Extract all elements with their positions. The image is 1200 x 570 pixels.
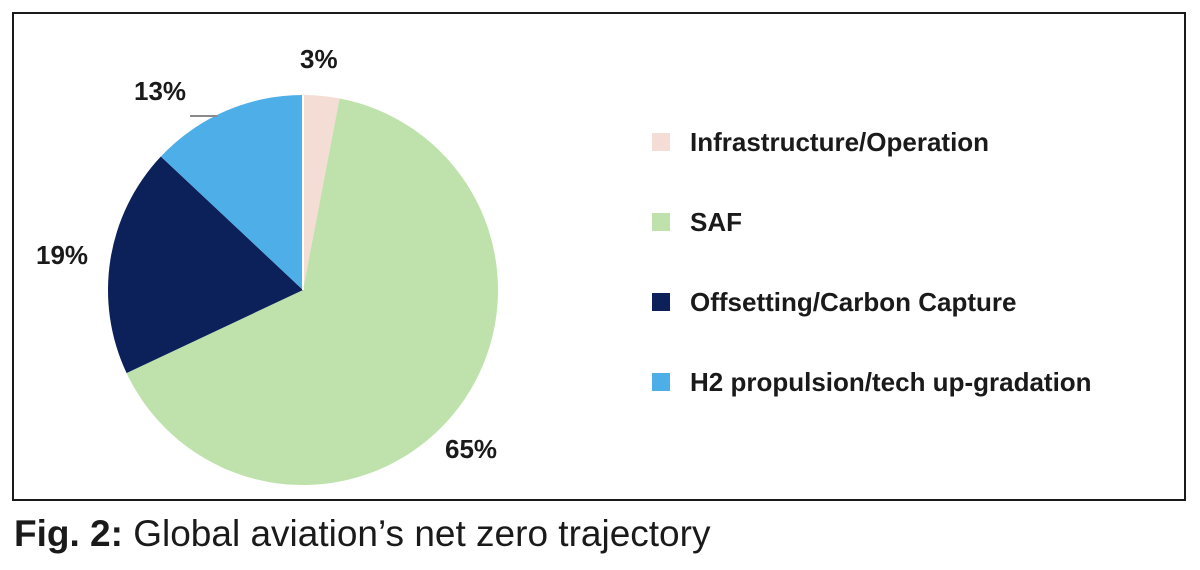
- legend-item-h2: H2 propulsion/tech up-gradation: [652, 362, 1092, 402]
- data-label-infrastructure: 3%: [300, 44, 338, 74]
- legend-swatch-saf: [652, 213, 670, 231]
- pie-slice-h2: [160, 95, 303, 290]
- caption-prefix: Fig. 2:: [14, 513, 123, 554]
- data-label-offsetting: 19%: [36, 240, 89, 270]
- pie-slice-offsetting: [108, 156, 303, 374]
- legend-swatch-offsetting: [652, 293, 670, 311]
- data-label-h2: 13%: [134, 76, 187, 106]
- pie-slice-saf: [126, 98, 498, 486]
- pie-chart: [108, 95, 498, 486]
- legend-label-offsetting: Offsetting/Carbon Capture: [690, 286, 1017, 317]
- chart-frame: 3% 65% 19% 13% Infrastructure/Operation SAF O…: [12, 12, 1186, 501]
- legend-label-saf: SAF: [690, 206, 742, 237]
- legend-label-infrastructure: Infrastructure/Operation: [690, 126, 990, 157]
- legend-label-h2: H2 propulsion/tech up-gradation: [690, 366, 1092, 397]
- legend-item-saf: SAF: [652, 202, 1092, 242]
- legend: Infrastructure/Operation SAF Offsetting/Ca…: [652, 122, 1092, 442]
- legend-item-infrastructure: Infrastructure/Operation: [652, 122, 1092, 162]
- legend-item-offsetting: Offsetting/Carbon Capture: [652, 282, 1092, 322]
- legend-swatch-infrastructure: [652, 133, 670, 151]
- legend-swatch-h2: [652, 373, 670, 391]
- pie-slice-infrastructure: [303, 95, 340, 290]
- caption-text: Global aviation’s net zero trajectory: [133, 513, 711, 554]
- figure-caption: Fig. 2: Global aviation’s net zero traje…: [14, 513, 710, 555]
- data-label-saf: 65%: [445, 434, 498, 464]
